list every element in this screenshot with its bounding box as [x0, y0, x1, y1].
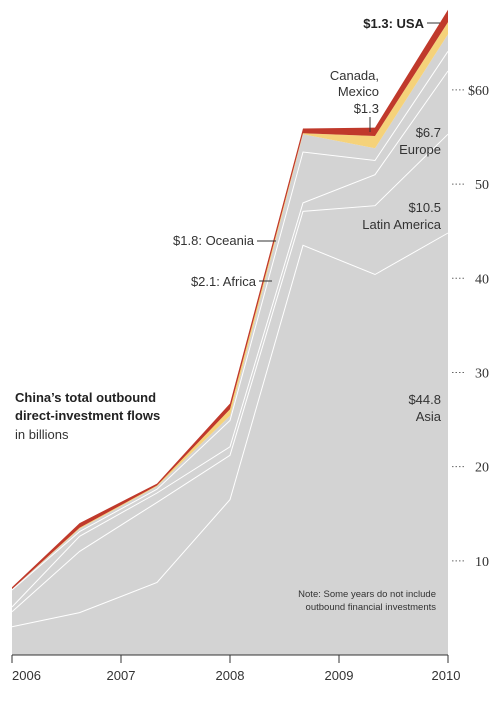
- y-tick-label-20: 20: [475, 461, 489, 476]
- x-tick-label-2009: 2009: [325, 668, 354, 683]
- label-canada-mexico-1: Canada,: [330, 68, 379, 83]
- chart-title-line-2: direct-investment flows: [15, 408, 160, 423]
- label-latin-america-value: $10.5: [408, 200, 441, 215]
- y-tick-label-60: $60: [468, 84, 489, 99]
- label-oceania: $1.8: Oceania: [173, 233, 255, 248]
- separator-africa: [11, 51, 449, 591]
- y-tick-label-50: 50: [475, 178, 489, 193]
- y-tick-label-40: 40: [475, 272, 489, 287]
- separator-asia: [11, 232, 449, 628]
- y-tick-label-30: 30: [475, 366, 489, 381]
- series-separator-lines: [11, 51, 449, 628]
- label-asia-name: Asia: [416, 409, 442, 424]
- note-line-1: Note: Some years do not include: [298, 589, 436, 600]
- x-tick-label-2006: 2006: [12, 668, 41, 683]
- separator-europe: [11, 70, 449, 608]
- x-tick-label-2008: 2008: [216, 668, 245, 683]
- label-canada-mexico-2: Mexico: [338, 84, 379, 99]
- separator-latin-america: [11, 133, 449, 613]
- area-europe: [12, 71, 448, 612]
- chart-subtitle: in billions: [15, 427, 69, 442]
- label-europe-name: Europe: [399, 142, 441, 157]
- chart-title-line-1: China’s total outbound: [15, 390, 156, 405]
- label-asia-value: $44.8: [408, 392, 441, 407]
- y-axis-ticks: $60 50 40 30 20 10: [452, 84, 489, 570]
- area-asia: [12, 233, 448, 655]
- label-canada-mexico-3: $1.3: [354, 101, 379, 116]
- label-africa: $2.1: Africa: [191, 274, 257, 289]
- label-usa: $1.3: USA: [363, 16, 424, 31]
- x-tick-label-2010: 2010: [432, 668, 461, 683]
- label-europe-value: $6.7: [416, 125, 441, 140]
- area-latin-america: [12, 134, 448, 627]
- stacked-areas: [12, 9, 448, 655]
- x-axis-ticks: 2006 2007 2008 2009 2010: [11, 655, 461, 683]
- y-tick-label-10: 10: [475, 555, 489, 570]
- note-line-2: outbound financial investments: [306, 602, 437, 613]
- label-latin-america-name: Latin America: [362, 217, 442, 232]
- x-tick-label-2007: 2007: [107, 668, 136, 683]
